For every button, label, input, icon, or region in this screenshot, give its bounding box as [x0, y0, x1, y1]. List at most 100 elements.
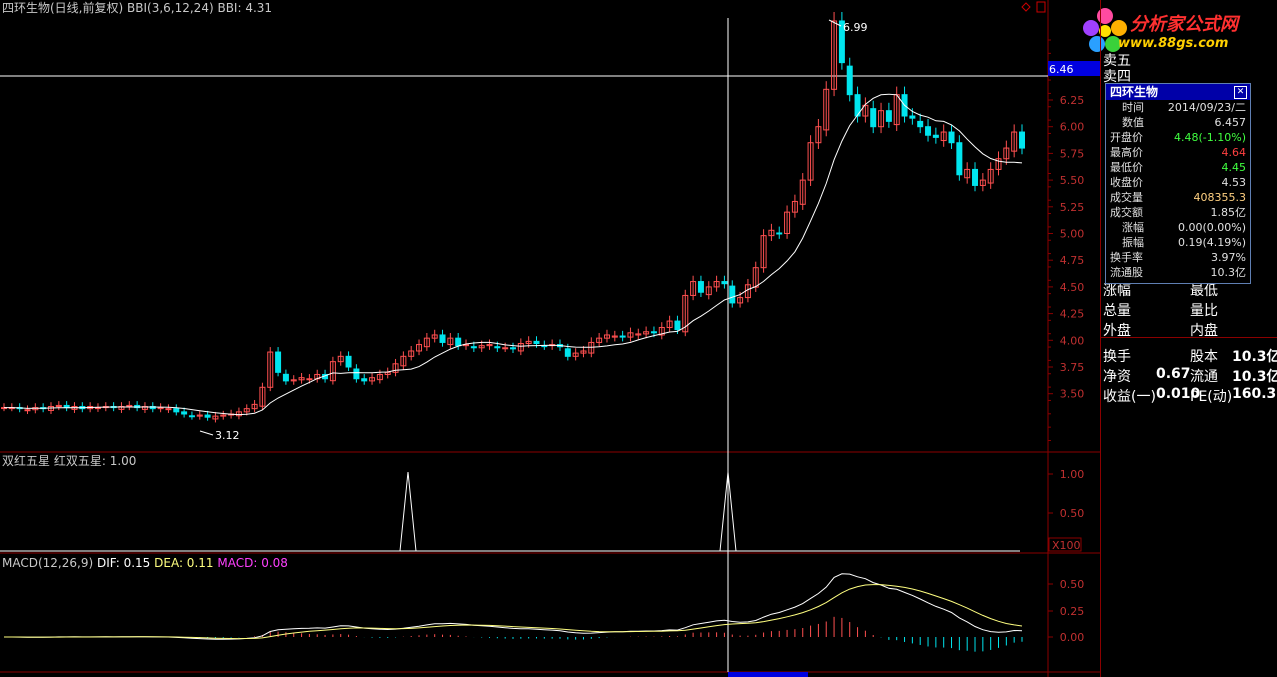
- candle-body: [611, 335, 618, 338]
- candle-body: [737, 297, 744, 304]
- candle-body: [705, 286, 712, 296]
- popup-row-key: 开盘价: [1110, 131, 1143, 144]
- sub1-value: 红双五星: 1.00: [53, 454, 137, 468]
- candle-body: [572, 352, 579, 357]
- popup-row-value: 2014/09/23/二: [1167, 101, 1246, 114]
- indicator-name: BBI(3,6,12,24): [127, 1, 214, 15]
- candle-body: [564, 348, 571, 357]
- candle-body: [275, 351, 282, 373]
- side-value: 0.010: [1156, 386, 1201, 402]
- side-label: 涨幅: [1103, 283, 1131, 299]
- candle-body: [376, 373, 383, 381]
- macd-dea: DEA: 0.11: [154, 556, 214, 570]
- candle-body: [431, 334, 438, 339]
- candle-body: [525, 340, 532, 345]
- side-label: 最低: [1190, 283, 1218, 299]
- side-value: 10.3亿: [1232, 369, 1277, 385]
- candle-body: [666, 320, 673, 328]
- candle-body: [345, 355, 352, 368]
- candle-body: [588, 341, 595, 354]
- candle-body: [995, 158, 1002, 170]
- price-tick-label: 4.50: [1060, 281, 1085, 294]
- candle-body: [400, 355, 407, 367]
- side-partial-label: 卖四: [1103, 69, 1131, 85]
- candle-body: [823, 88, 830, 131]
- candle-body: [932, 134, 939, 138]
- candle-body: [838, 20, 845, 64]
- popup-title-bar[interactable]: 四环生物 ✕: [1106, 84, 1250, 100]
- candle-body: [885, 110, 892, 122]
- crosshair-price-label: 6.46: [1049, 63, 1074, 76]
- candle-body: [776, 232, 783, 235]
- popup-row-key: 时间: [1122, 101, 1144, 114]
- popup-row-key: 成交额: [1110, 206, 1143, 219]
- price-tick-label: 3.75: [1060, 361, 1085, 374]
- popup-row: 开盘价 4.48(-1.10%): [1106, 130, 1250, 145]
- candle-body: [181, 411, 188, 415]
- candle-body: [439, 334, 446, 343]
- candle-body: [682, 294, 689, 333]
- candle-body: [423, 337, 430, 348]
- candle-body: [329, 361, 336, 382]
- candle-body: [416, 344, 423, 352]
- site-logo: [1075, 2, 1275, 58]
- candle-body: [212, 415, 219, 420]
- popup-row-value: 10.3亿: [1210, 266, 1247, 279]
- candle-body: [815, 126, 822, 144]
- sub1-tick-label: 0.50: [1060, 507, 1085, 520]
- macd-tick-label: 0.00: [1060, 631, 1085, 644]
- side-label: 流通: [1190, 369, 1218, 385]
- low-price-label: 3.12: [215, 429, 240, 442]
- high-price-label: 6.99: [843, 21, 868, 34]
- popup-row-value: 6.457: [1214, 116, 1247, 129]
- candle-body: [580, 350, 587, 354]
- candle-body: [510, 347, 516, 350]
- candle-body: [862, 104, 869, 117]
- macd-tick-label: 0.25: [1060, 605, 1085, 618]
- popup-row-value: 4.53: [1221, 176, 1247, 189]
- side-label: 总量: [1103, 303, 1131, 319]
- candle-body: [235, 411, 242, 417]
- candle-body: [979, 179, 986, 186]
- popup-row: 流通股 10.3亿: [1106, 265, 1250, 280]
- candle-body: [290, 379, 297, 382]
- candle-body: [940, 131, 947, 142]
- candle-body: [791, 200, 798, 213]
- side-partial-label: 卖五: [1103, 53, 1131, 69]
- candle-body: [1019, 131, 1025, 149]
- side-label: 净资: [1103, 369, 1131, 385]
- popup-row-value: 3.97%: [1211, 251, 1246, 264]
- high-marker: [828, 19, 842, 27]
- popup-row: 振幅 0.19(4.19%): [1106, 235, 1250, 250]
- candle-body: [619, 335, 626, 338]
- side-label: 换手: [1103, 349, 1131, 365]
- data-popup[interactable]: 四环生物 ✕ 时间 2014/09/23/二 数值 6.457 开盘价 4.48(-1.1…: [1105, 83, 1251, 284]
- indicator-value: BBI: 4.31: [217, 1, 273, 15]
- logo-url[interactable]: www.88gs.com: [1118, 36, 1229, 51]
- signal-spike: [399, 471, 417, 552]
- side-label: 股本: [1190, 349, 1218, 365]
- side-value: 10.3亿: [1232, 349, 1277, 365]
- popup-row-key: 最高价: [1110, 146, 1143, 159]
- popup-row-key: 成交量: [1110, 191, 1143, 204]
- macd-header: MACD(12,26,9) DIF: 0.15 DEA: 0.11 MACD: …: [2, 556, 288, 570]
- stock-name: 四环生物(日线,前复权): [2, 1, 124, 15]
- side-label: 外盘: [1103, 323, 1131, 339]
- candle-body: [925, 126, 932, 136]
- window-icon: [1036, 1, 1046, 13]
- candle-body: [486, 344, 493, 347]
- candle-body: [854, 94, 861, 117]
- popup-row-value: 4.48(-1.10%): [1174, 131, 1246, 144]
- sub1-tick-label: 1.00: [1060, 468, 1085, 481]
- price-tick-label: 5.25: [1060, 201, 1085, 214]
- popup-row: 时间 2014/09/23/二: [1106, 100, 1250, 115]
- price-tick-label: 6.00: [1060, 121, 1085, 134]
- candle-body: [956, 142, 963, 176]
- diamond-icon: [1021, 2, 1031, 12]
- candle-body: [478, 345, 485, 349]
- close-icon[interactable]: ✕: [1234, 86, 1247, 99]
- candle-body: [494, 346, 501, 349]
- candle-body: [596, 337, 603, 343]
